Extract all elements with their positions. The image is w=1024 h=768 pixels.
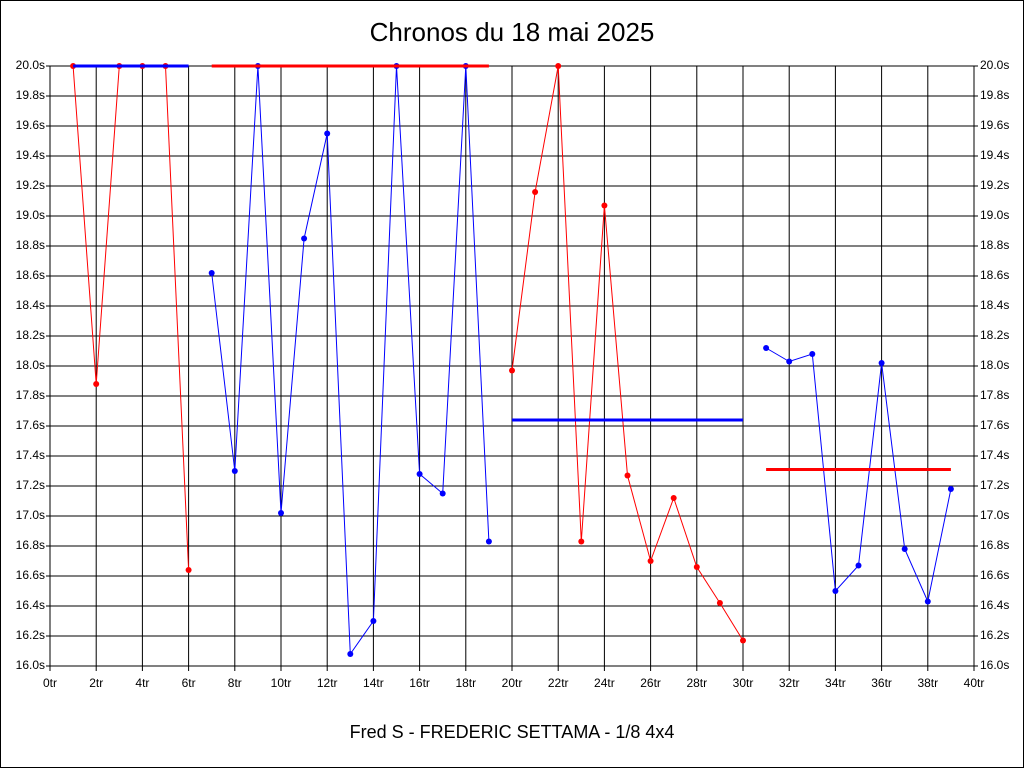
data-point	[485, 538, 492, 545]
data-point	[416, 471, 423, 477]
y-tick-label-right: 19.2s	[980, 178, 1009, 192]
data-point	[716, 600, 723, 606]
data-point	[555, 63, 562, 69]
x-tick-label: 36tr	[871, 676, 892, 690]
x-axis-label: Fred S - FREDERIC SETTAMA - 1/8 4x4	[350, 722, 675, 742]
data-point	[693, 564, 700, 570]
data-point	[670, 495, 677, 501]
data-point	[740, 637, 746, 644]
y-tick-label-right: 16.6s	[980, 568, 1009, 582]
y-tick-label: 19.4s	[16, 148, 45, 162]
y-tick-label: 16.2s	[16, 628, 45, 642]
y-tick-label-right: 17.8s	[980, 388, 1009, 402]
x-tick-label: 8tr	[228, 676, 242, 690]
y-tick-label: 17.6s	[16, 418, 45, 432]
y-tick-label-right: 17.2s	[980, 478, 1009, 492]
data-point	[601, 202, 608, 209]
x-tick-label: 16tr	[409, 676, 430, 690]
y-tick-label-right: 18.0s	[980, 358, 1009, 372]
x-tick-label: 18tr	[455, 676, 476, 690]
y-tick-label: 20.0s	[16, 58, 45, 72]
data-point	[647, 558, 654, 564]
x-tick-label: 38tr	[917, 676, 938, 690]
data-point	[347, 651, 354, 657]
x-tick-label: 28tr	[686, 676, 707, 690]
x-tick-label: 20tr	[502, 676, 523, 690]
data-point	[93, 381, 100, 387]
y-tick-label: 17.4s	[16, 448, 45, 462]
data-point	[855, 562, 862, 569]
x-tick-label: 10tr	[271, 676, 292, 690]
x-tick-label: 22tr	[548, 676, 569, 690]
y-tick-label: 17.8s	[16, 388, 45, 402]
data-point	[231, 468, 238, 474]
y-tick-label: 16.8s	[16, 538, 45, 552]
data-point	[439, 490, 446, 497]
y-tick-label: 16.6s	[16, 568, 45, 582]
data-point	[878, 360, 885, 366]
data-point	[324, 130, 331, 137]
y-tick-label: 19.6s	[16, 118, 45, 132]
y-tick-label-right: 16.4s	[980, 598, 1009, 612]
x-tick-label: 30tr	[733, 676, 754, 690]
data-point	[924, 598, 931, 605]
y-tick-label: 17.0s	[16, 508, 45, 522]
data-point	[809, 351, 816, 357]
y-tick-label-right: 19.8s	[980, 88, 1009, 102]
data-point	[832, 588, 839, 594]
data-point	[301, 235, 308, 242]
y-tick-label-right: 19.0s	[980, 208, 1009, 222]
y-tick-label: 19.2s	[16, 178, 45, 192]
data-point	[370, 618, 377, 624]
data-point	[532, 189, 539, 195]
data-point	[509, 367, 515, 374]
chart-title: Chronos du 18 mai 2025	[370, 17, 655, 47]
x-tick-label: 12tr	[317, 676, 338, 690]
data-point	[901, 546, 908, 552]
y-tick-label: 16.4s	[16, 598, 45, 612]
data-point	[624, 472, 631, 479]
x-tick-label: 14tr	[363, 676, 384, 690]
x-tick-label: 6tr	[182, 676, 196, 690]
x-tick-label: 0tr	[43, 676, 57, 690]
x-tick-label: 34tr	[825, 676, 846, 690]
y-tick-label: 18.8s	[16, 238, 45, 252]
data-point	[185, 567, 192, 573]
data-point	[278, 510, 284, 516]
y-tick-label-right: 16.0s	[980, 658, 1009, 672]
data-point	[763, 345, 770, 351]
y-tick-label: 19.8s	[16, 88, 45, 102]
x-tick-label: 24tr	[594, 676, 615, 690]
y-tick-label-right: 18.6s	[980, 268, 1009, 282]
y-tick-label-right: 18.2s	[980, 328, 1009, 342]
y-tick-label: 18.4s	[16, 298, 45, 312]
y-tick-label: 17.2s	[16, 478, 45, 492]
y-tick-label-right: 17.0s	[980, 508, 1009, 522]
y-tick-label: 16.0s	[16, 658, 45, 672]
y-tick-label-right: 18.4s	[980, 298, 1009, 312]
y-tick-label-right: 17.4s	[980, 448, 1009, 462]
y-tick-label-right: 18.8s	[980, 238, 1009, 252]
data-point	[947, 486, 954, 492]
y-tick-label-right: 19.4s	[980, 148, 1009, 162]
data-point	[208, 270, 215, 276]
x-tick-label: 26tr	[640, 676, 661, 690]
plot-border	[49, 65, 975, 667]
x-tick-label: 32tr	[779, 676, 800, 690]
y-tick-label-right: 20.0s	[980, 58, 1009, 72]
y-tick-label-right: 17.6s	[980, 418, 1009, 432]
x-tick-label: 4tr	[135, 676, 149, 690]
y-tick-label: 18.0s	[16, 358, 45, 372]
data-point	[578, 538, 585, 545]
y-tick-label: 19.0s	[16, 208, 45, 222]
x-tick-label: 40tr	[964, 676, 985, 690]
y-tick-label-right: 16.2s	[980, 628, 1009, 642]
data-point	[786, 358, 793, 365]
y-tick-label-right: 19.6s	[980, 118, 1009, 132]
y-tick-label-right: 16.8s	[980, 538, 1009, 552]
y-tick-label: 18.6s	[16, 268, 45, 282]
y-tick-label: 18.2s	[16, 328, 45, 342]
x-tick-label: 2tr	[89, 676, 103, 690]
